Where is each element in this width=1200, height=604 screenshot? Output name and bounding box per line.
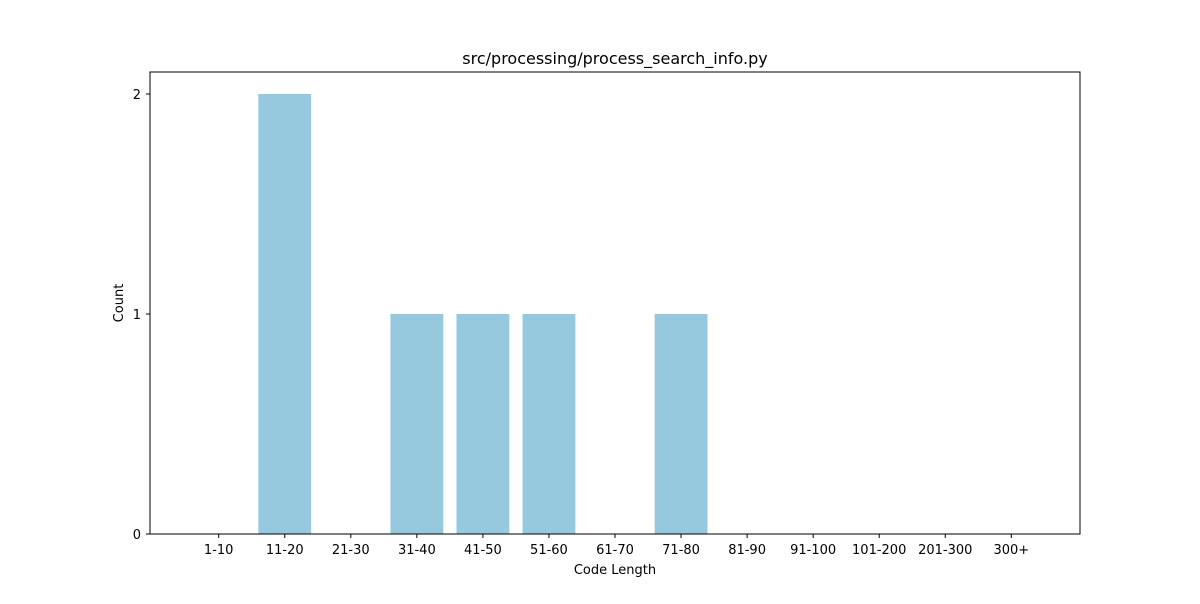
- x-tick-label: 101-200: [852, 543, 906, 558]
- x-tick-label: 61-70: [596, 543, 634, 558]
- x-tick-label: 201-300: [918, 543, 972, 558]
- x-tick-label: 300+: [993, 543, 1029, 558]
- x-tick-label: 11-20: [266, 543, 304, 558]
- y-tick-label: 0: [133, 528, 141, 543]
- x-tick-label: 81-90: [728, 543, 766, 558]
- x-tick-label: 1-10: [204, 543, 234, 558]
- x-tick-label: 31-40: [398, 543, 436, 558]
- bars-layer: [258, 94, 708, 534]
- x-tick-label: 41-50: [464, 543, 502, 558]
- bar-51-60: [522, 314, 576, 534]
- y-tick-label: 2: [133, 88, 141, 103]
- y-axis: 0 1 2: [133, 88, 150, 543]
- bar-71-80: [654, 314, 708, 534]
- bar-11-20: [258, 94, 312, 534]
- chart-title: src/processing/process_search_info.py: [462, 49, 767, 69]
- bar-31-40: [390, 314, 444, 534]
- y-axis-label: Count: [112, 284, 127, 323]
- x-axis-label: Code Length: [574, 563, 656, 578]
- y-tick-label: 1: [133, 308, 141, 323]
- bar-41-50: [456, 314, 510, 534]
- x-axis: 1-10 11-20 21-30 31-40 41-50 51-60 61-70 71-80 8…: [204, 534, 1029, 558]
- x-tick-label: 91-100: [790, 543, 836, 558]
- x-tick-label: 21-30: [332, 543, 370, 558]
- x-tick-label: 51-60: [530, 543, 568, 558]
- x-tick-label: 71-80: [662, 543, 700, 558]
